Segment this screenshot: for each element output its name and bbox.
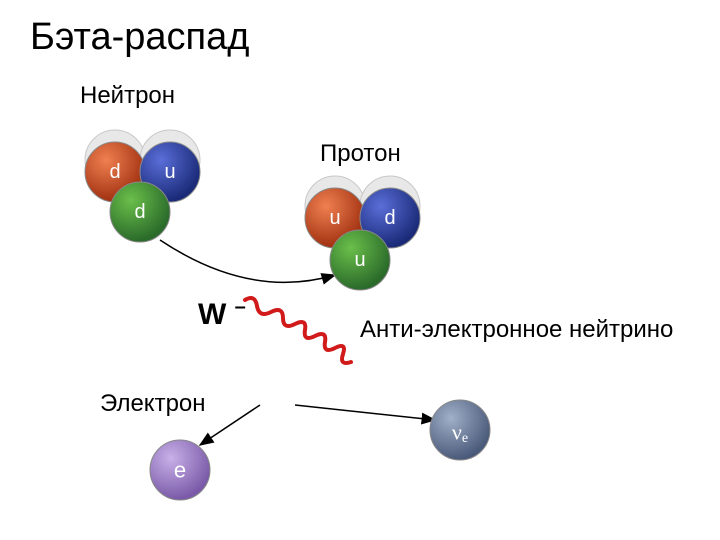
diagram-canvas: d u d u d u e νe bbox=[0, 0, 720, 540]
antineutrino-particle: νe bbox=[430, 400, 490, 460]
quark-u-label: u bbox=[164, 161, 175, 183]
pquark-d-label: d bbox=[384, 207, 395, 229]
quark-d2-label: d bbox=[134, 201, 145, 223]
w-boson-wave bbox=[245, 298, 351, 363]
arrow-to-electron bbox=[200, 405, 260, 445]
arrow-to-neutrino bbox=[295, 405, 435, 420]
proton-particle: u d u bbox=[305, 176, 420, 290]
quark-d1-label: d bbox=[109, 161, 120, 183]
pquark-u2-label: u bbox=[354, 249, 365, 271]
neutron-particle: d u d bbox=[85, 130, 200, 242]
arrow-neutron-to-proton bbox=[160, 240, 335, 282]
pquark-u1-label: u bbox=[329, 207, 340, 229]
electron-symbol: e bbox=[174, 458, 186, 483]
electron-particle: e bbox=[150, 440, 210, 500]
